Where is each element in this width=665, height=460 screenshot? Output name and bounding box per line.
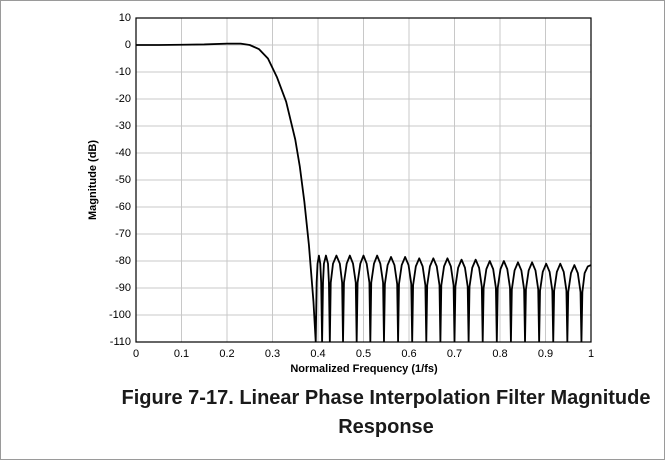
y-tick-label: -30	[115, 120, 131, 132]
y-tick-label: -110	[110, 336, 131, 348]
y-axis-label: Magnitude (dB)	[87, 140, 99, 220]
y-tick-label: -50	[115, 174, 131, 186]
y-tick-label: -60	[115, 201, 131, 213]
plot-frame	[135, 17, 592, 343]
y-tick-label: -10	[115, 66, 131, 78]
y-tick-label: -80	[115, 255, 131, 267]
x-tick-label: 0.2	[219, 348, 234, 360]
x-tick-label: 0.8	[492, 348, 507, 360]
y-tick-label: -100	[109, 309, 131, 321]
x-tick-label: 0.4	[310, 348, 325, 360]
x-tick-label: 0.6	[401, 348, 416, 360]
caption: Figure 7-17. Linear Phase Interpolation …	[121, 387, 651, 438]
x-tick-label: 0.3	[265, 348, 280, 360]
x-tick-label: 0	[133, 348, 139, 360]
chart: Normalized Frequency (1/fs) Magnitude (d…	[87, 12, 594, 375]
y-tick-label: -20	[115, 93, 131, 105]
x-tick-label: 0.5	[356, 348, 371, 360]
response-line	[136, 42, 591, 342]
x-tick-label: 1	[588, 348, 594, 360]
x-tick-label: 0.7	[447, 348, 462, 360]
y-tick-label: 0	[125, 39, 131, 51]
y-tick-label: -90	[115, 282, 131, 294]
y-tick-label: 10	[119, 12, 131, 24]
x-axis-label: Normalized Frequency (1/fs)	[290, 363, 438, 375]
x-tick-label: 0.9	[538, 348, 553, 360]
y-tick-label: -70	[115, 228, 131, 240]
x-tick-label: 0.1	[174, 348, 189, 360]
y-tick-label: -40	[115, 147, 131, 159]
